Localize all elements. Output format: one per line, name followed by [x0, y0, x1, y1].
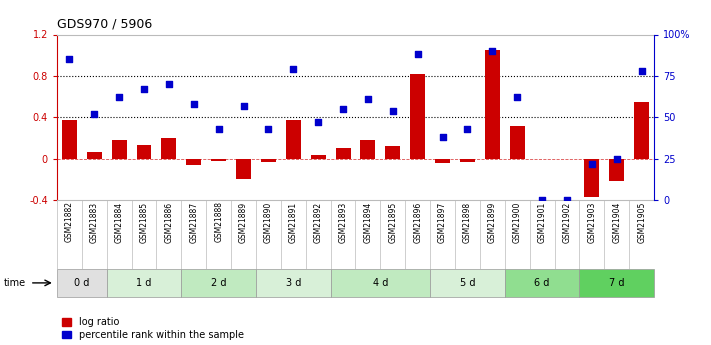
Text: time: time — [4, 278, 26, 288]
Bar — [181, 269, 256, 297]
Text: 2 d: 2 d — [211, 278, 226, 288]
Text: GSM21883: GSM21883 — [90, 201, 99, 243]
Text: GSM21900: GSM21900 — [513, 201, 522, 243]
Bar — [385, 146, 400, 159]
Text: 3 d: 3 d — [286, 278, 301, 288]
Point — [486, 48, 498, 54]
Text: GSM21902: GSM21902 — [562, 201, 572, 243]
Text: 1 d: 1 d — [137, 278, 151, 288]
Text: GSM21898: GSM21898 — [463, 201, 472, 243]
Text: GSM21887: GSM21887 — [189, 201, 198, 243]
Text: 0 d: 0 d — [74, 278, 90, 288]
Bar — [236, 159, 251, 179]
Text: GSM21899: GSM21899 — [488, 201, 497, 243]
Text: 7 d: 7 d — [609, 278, 624, 288]
Point — [462, 126, 474, 132]
Point — [536, 197, 547, 203]
Point — [337, 106, 348, 112]
Bar — [256, 269, 331, 297]
Bar — [579, 269, 654, 297]
Point — [139, 86, 150, 92]
Bar — [186, 159, 201, 165]
Bar — [112, 140, 127, 159]
Legend: log ratio, percentile rank within the sample: log ratio, percentile rank within the sa… — [62, 317, 245, 340]
Point — [586, 161, 597, 166]
Point — [114, 95, 125, 100]
Bar — [107, 269, 181, 297]
Text: GSM21905: GSM21905 — [637, 201, 646, 243]
Point — [561, 197, 572, 203]
Bar — [435, 159, 450, 163]
Text: GSM21890: GSM21890 — [264, 201, 273, 243]
Bar — [634, 102, 649, 159]
Bar — [609, 159, 624, 181]
Bar — [510, 126, 525, 159]
Text: GSM21884: GSM21884 — [114, 201, 124, 243]
Bar — [137, 145, 151, 159]
Bar — [485, 50, 500, 159]
Point — [312, 119, 324, 125]
Text: 4 d: 4 d — [373, 278, 388, 288]
Text: GSM21897: GSM21897 — [438, 201, 447, 243]
Text: GSM21904: GSM21904 — [612, 201, 621, 243]
Point — [213, 126, 225, 132]
Text: GSM21903: GSM21903 — [587, 201, 597, 243]
Bar — [57, 269, 107, 297]
Text: GSM21896: GSM21896 — [413, 201, 422, 243]
Point — [437, 135, 448, 140]
Text: GSM21893: GSM21893 — [338, 201, 348, 243]
Point — [636, 68, 647, 74]
Text: GSM21895: GSM21895 — [388, 201, 397, 243]
Point — [611, 156, 622, 161]
Text: 5 d: 5 d — [460, 278, 475, 288]
Text: GSM21891: GSM21891 — [289, 201, 298, 243]
Text: GSM21894: GSM21894 — [363, 201, 373, 243]
Bar — [584, 159, 599, 197]
Bar — [430, 269, 505, 297]
Text: GSM21886: GSM21886 — [164, 201, 173, 243]
Point — [287, 67, 299, 72]
Text: GSM21888: GSM21888 — [214, 201, 223, 243]
Bar — [87, 152, 102, 159]
Point — [237, 103, 249, 108]
Point — [412, 52, 424, 57]
Point — [511, 95, 523, 100]
Bar — [505, 269, 579, 297]
Bar — [331, 269, 430, 297]
Point — [262, 126, 274, 132]
Text: GSM21882: GSM21882 — [65, 201, 74, 243]
Bar — [360, 140, 375, 159]
Bar — [311, 155, 326, 159]
Bar — [336, 148, 351, 159]
Text: GSM21889: GSM21889 — [239, 201, 248, 243]
Text: GSM21885: GSM21885 — [139, 201, 149, 243]
Point — [88, 111, 100, 117]
Point — [64, 57, 75, 62]
Point — [362, 96, 374, 102]
Text: GDS970 / 5906: GDS970 / 5906 — [57, 17, 152, 30]
Text: GSM21892: GSM21892 — [314, 201, 323, 243]
Bar — [286, 120, 301, 159]
Bar — [460, 159, 475, 162]
Bar — [161, 138, 176, 159]
Bar — [211, 159, 226, 161]
Point — [188, 101, 199, 107]
Point — [164, 81, 175, 87]
Text: GSM21901: GSM21901 — [538, 201, 547, 243]
Bar — [261, 159, 276, 162]
Point — [387, 108, 398, 114]
Bar — [410, 74, 425, 159]
Bar — [62, 120, 77, 159]
Text: 6 d: 6 d — [535, 278, 550, 288]
